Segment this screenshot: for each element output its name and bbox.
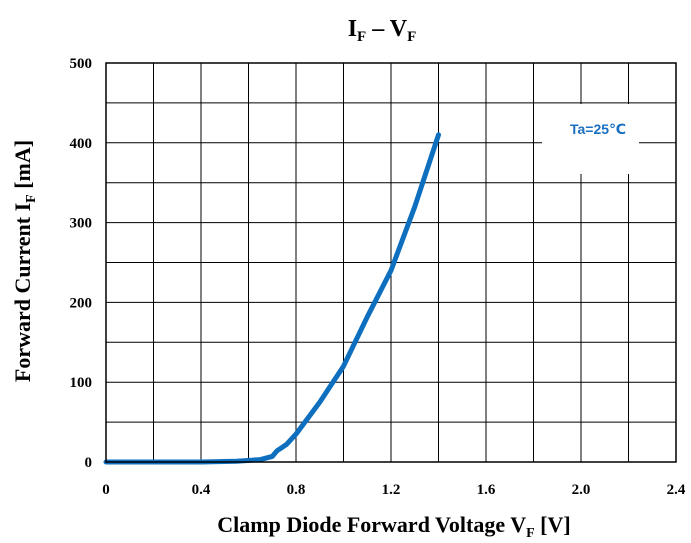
y-tick-label: 0 xyxy=(85,455,93,471)
y-tick-label: 100 xyxy=(70,375,93,391)
x-axis-label: Clamp Diode Forward Voltage VF [V] xyxy=(217,512,570,541)
y-tick-label: 300 xyxy=(70,216,93,232)
x-tick-label: 2.4 xyxy=(667,482,686,498)
y-axis-label: Forward Current IF [mA] xyxy=(10,140,39,382)
x-tick-label: 0.8 xyxy=(287,482,306,498)
x-tick-labels: 0 0.4 0.8 1.2 1.6 2.0 2.4 xyxy=(102,482,686,498)
y-tick-label: 500 xyxy=(70,56,93,72)
chart-title: IF – VF xyxy=(348,16,417,45)
y-tick-label: 400 xyxy=(70,136,93,152)
y-tick-labels: 0 100 200 300 400 500 xyxy=(70,56,93,471)
x-tick-label: 2.0 xyxy=(572,482,591,498)
x-tick-label: 1.6 xyxy=(477,482,496,498)
y-tick-label: 200 xyxy=(70,295,93,311)
series-line xyxy=(103,132,441,465)
x-tick-label: 0 xyxy=(102,482,110,498)
x-tick-label: 0.4 xyxy=(192,482,211,498)
annotation-box xyxy=(542,104,639,174)
plot-frame xyxy=(105,62,677,463)
x-tick-label: 1.2 xyxy=(382,482,401,498)
annotation-text: Ta=25℃ xyxy=(570,121,626,137)
